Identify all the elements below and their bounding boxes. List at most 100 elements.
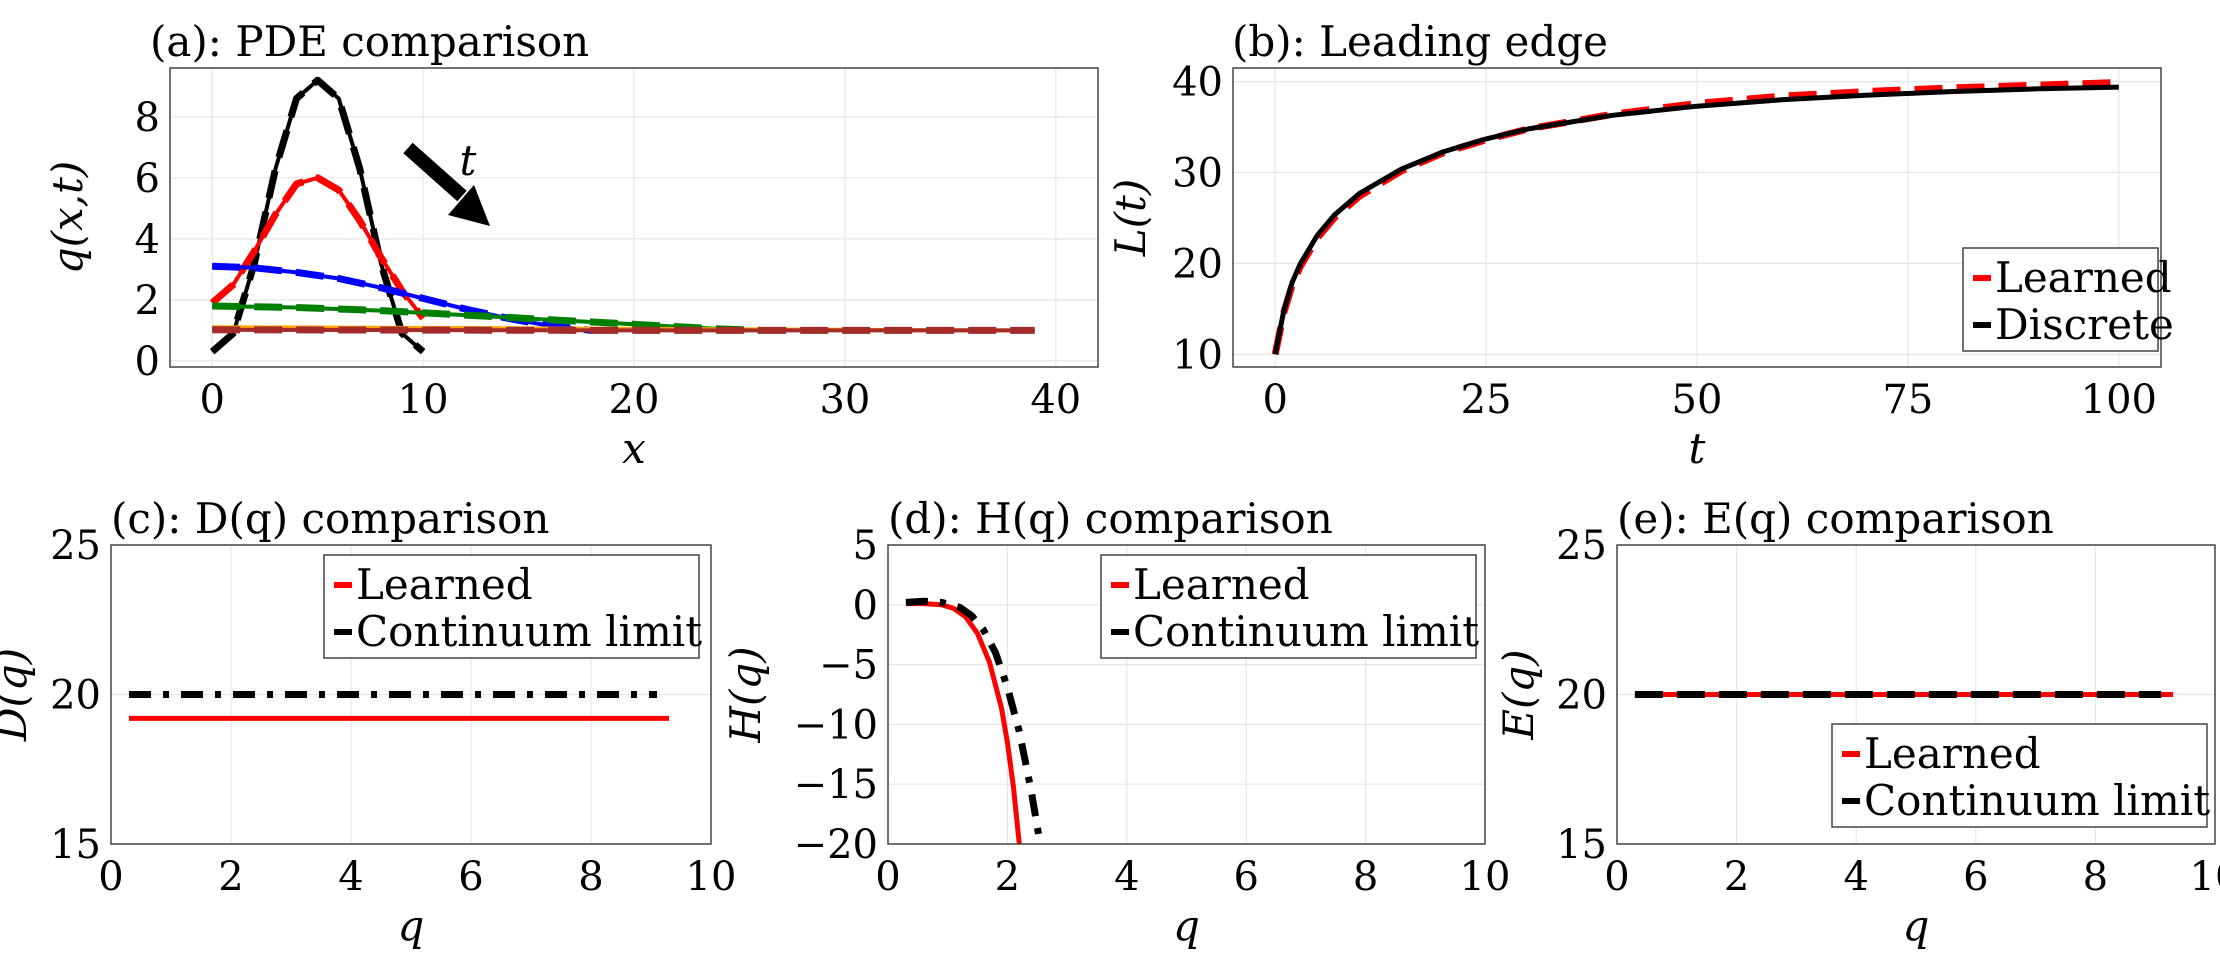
y-tick-label: 4 [135, 217, 160, 263]
legend-label: Continuum limit [356, 607, 702, 656]
legend-box [323, 554, 700, 659]
x-tick-label: 8 [1353, 854, 1378, 900]
x-tick-label: 10 [398, 377, 449, 423]
x-tick-label: 10 [686, 854, 737, 900]
series-group [1271, 79, 2119, 356]
x-tick-label: 0 [875, 854, 900, 900]
series-line-0 [905, 601, 1022, 844]
x-axis-label: q [1903, 901, 1930, 950]
x-axis-label: q [1173, 901, 1200, 950]
chart-panel-1: 0 25 50 75 100 10 20 30 40(b): Leading edge t L(t)… [1106, 17, 2174, 473]
chart-title: (c): D(q) comparison [111, 494, 549, 543]
legend-label: Continuum limit [1133, 607, 1479, 656]
x-tick-label: 6 [458, 854, 483, 900]
series-group [129, 691, 669, 721]
y-tick-label: 6 [135, 156, 160, 202]
y-tick-label: 5 [853, 523, 878, 569]
x-axis-label: x [622, 424, 646, 473]
y-tick-label: 20 [50, 673, 101, 719]
legend-label: Learned [1864, 729, 2041, 778]
y-tick-label: 25 [50, 523, 101, 569]
x-tick-label: 20 [609, 377, 660, 423]
chart-panel-2: 0 2 4 6 8 10 15 20 25(c): D(q) comparison q D(q) Le… [0, 494, 736, 950]
x-tick-label: 25 [1461, 377, 1512, 423]
y-tick-label: −20 [794, 822, 878, 868]
x-tick-label: 10 [1460, 854, 1511, 900]
x-tick-label: 4 [1843, 854, 1868, 900]
legend-box [1100, 554, 1477, 659]
series-line-5 [212, 262, 593, 334]
x-tick-label: 0 [1604, 854, 1629, 900]
x-tick-label: 50 [1672, 377, 1723, 423]
legend-label: Continuum limit [1864, 776, 2210, 825]
legend-box [1831, 723, 2208, 828]
x-tick-label: 4 [1114, 854, 1139, 900]
x-tick-label: 100 [2081, 377, 2157, 423]
x-axis-label: q [398, 901, 425, 950]
y-tick-label: 2 [135, 278, 160, 324]
y-axis-label: L(t) [1106, 179, 1155, 258]
y-tick-label: 20 [1556, 673, 1607, 719]
y-tick-label: 30 [1172, 151, 1223, 197]
chart-title: (b): Leading edge [1232, 17, 1608, 66]
y-tick-label: 25 [1556, 523, 1607, 569]
x-tick-label: 4 [338, 854, 363, 900]
plot-frame [887, 544, 1486, 845]
time-arrow: t [403, 136, 490, 226]
x-tick-label: 0 [98, 854, 123, 900]
x-tick-label: 0 [199, 377, 224, 423]
chart-panel-4: 0 2 4 6 8 10 15 20 25(e): E(q) comparison q E(q) Le… [1494, 494, 2220, 950]
series-line-3 [209, 174, 426, 321]
plot-frame [1616, 544, 2216, 845]
annotation-label: t [460, 136, 477, 185]
arrow-shaft [403, 142, 467, 202]
x-tick-label: 6 [1963, 854, 1988, 900]
y-axis-label: q(x,t) [43, 161, 92, 275]
plot-frame [169, 67, 1099, 368]
plot-frame [110, 544, 712, 845]
chart-panel-0: 0 10 20 30 40 0 2 4 6 8 (a): PDE comparison x q(x,t)… [43, 17, 1099, 473]
chart-title: (a): PDE comparison [150, 17, 589, 66]
y-axis-label: D(q) [0, 648, 36, 742]
y-tick-label: 10 [1172, 332, 1223, 378]
series-line-7 [212, 302, 761, 334]
x-tick-label: 0 [1262, 377, 1287, 423]
y-tick-label: 0 [135, 339, 160, 385]
x-tick-label: 2 [995, 854, 1020, 900]
series-line-1 [905, 597, 1044, 844]
y-tick-label: −15 [794, 762, 878, 808]
legend-label: Learned [1995, 253, 2172, 302]
y-tick-label: 15 [50, 822, 101, 868]
x-tick-label: 30 [819, 377, 870, 423]
series-group [209, 76, 1035, 355]
y-tick-label: 15 [1556, 822, 1607, 868]
x-tick-label: 40 [1030, 377, 1081, 423]
series-line-1 [1272, 84, 2119, 355]
x-tick-label: 2 [218, 854, 243, 900]
legend-label: Discrete [1995, 300, 2174, 349]
x-tick-label: 8 [2083, 854, 2108, 900]
x-tick-label: 8 [578, 854, 603, 900]
y-tick-label: 20 [1172, 241, 1223, 287]
x-tick-label: 6 [1233, 854, 1258, 900]
x-tick-label: 10 [2190, 854, 2220, 900]
y-axis-label: E(q) [1494, 649, 1543, 740]
legend-label: Learned [356, 560, 533, 609]
series-line-10 [212, 326, 1035, 334]
y-tick-label: −5 [819, 643, 878, 689]
x-tick-label: 75 [1882, 377, 1933, 423]
legend-box [1962, 247, 2159, 352]
y-axis-label: H(q) [721, 646, 770, 743]
legend-label: Learned [1133, 560, 1310, 609]
series-group [905, 597, 1044, 844]
chart-panel-3: 0 2 4 6 8 10 −20 −15 −10 −5 0 5(d): H(q) comparison… [721, 494, 1510, 950]
plot-frame [1232, 67, 2162, 368]
y-tick-label: −10 [794, 702, 878, 748]
x-axis-label: t [1689, 424, 1706, 473]
chart-title: (e): E(q) comparison [1617, 494, 2054, 543]
arrow-head [448, 185, 490, 226]
